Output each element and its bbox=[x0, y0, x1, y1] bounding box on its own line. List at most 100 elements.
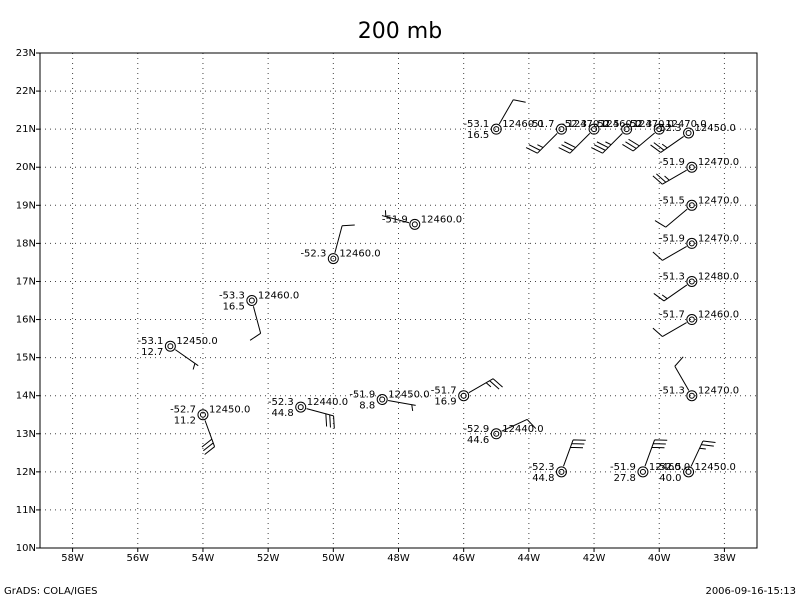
station: -51.927.8 12460.0 bbox=[610, 439, 690, 484]
temperature-label: -51.9 bbox=[382, 214, 408, 225]
station-marker-inner bbox=[688, 202, 695, 209]
wind-barb bbox=[563, 439, 586, 467]
wind-barb bbox=[653, 284, 688, 302]
y-tick-label: 23N bbox=[16, 48, 36, 59]
x-tick-label: 48W bbox=[387, 553, 410, 564]
station-marker bbox=[197, 409, 209, 421]
station-marker bbox=[490, 428, 502, 440]
temperature-label: -52.3 bbox=[300, 249, 326, 260]
station: -52.344.8 bbox=[529, 439, 586, 484]
wind-barb bbox=[690, 440, 716, 467]
station-marker-inner bbox=[248, 297, 255, 304]
station-marker bbox=[621, 123, 633, 135]
y-tick-label: 22N bbox=[16, 86, 36, 97]
station: -52.944.6 12440.0 bbox=[463, 418, 544, 446]
y-tick-label: 18N bbox=[16, 238, 36, 249]
station-marker bbox=[246, 295, 258, 306]
wind-barb bbox=[652, 169, 687, 185]
station-marker-inner bbox=[379, 396, 386, 403]
temperature-label: -51.7 bbox=[659, 310, 685, 321]
station-marker bbox=[637, 466, 649, 478]
station-marker bbox=[295, 401, 307, 413]
x-tick-label: 50W bbox=[322, 553, 345, 564]
temperature-label: -52.3 bbox=[626, 119, 652, 130]
height-label: 12470.0 bbox=[698, 195, 739, 206]
temperature-label: -53.1 bbox=[463, 119, 489, 130]
wind-barb bbox=[381, 210, 410, 224]
station: -51.9 12470.0 bbox=[652, 157, 739, 185]
station-marker-inner bbox=[685, 129, 692, 136]
station: -52.3 12460.0 bbox=[300, 224, 381, 265]
station-marker-inner bbox=[688, 316, 695, 323]
x-tick-label: 46W bbox=[452, 553, 475, 564]
station-marker bbox=[686, 390, 698, 402]
station-marker bbox=[409, 218, 421, 230]
dewpoint-label: 44.6 bbox=[467, 435, 489, 446]
station-marker-inner bbox=[685, 468, 692, 475]
dewpoint-label: 40.0 bbox=[659, 473, 681, 484]
station: -51.98.8 12450.0 bbox=[349, 390, 429, 412]
station-marker bbox=[458, 390, 470, 402]
station-marker bbox=[686, 314, 698, 326]
y-tick-label: 17N bbox=[16, 276, 36, 287]
temperature-label: -52.3 bbox=[529, 462, 555, 473]
y-tick-label: 11N bbox=[16, 505, 36, 516]
plot: 58W 56W 54W 52W 50W 48W 46W 44W 42W 40W 38W 10N 11N 1… bbox=[16, 48, 757, 564]
station: -52.3 12470.0 bbox=[622, 119, 707, 152]
y-tick-label: 12N bbox=[16, 467, 36, 478]
wind-barb bbox=[388, 400, 416, 412]
station-marker-inner bbox=[330, 255, 337, 262]
station-marker-inner bbox=[591, 126, 598, 133]
temperature-label: -52.3 bbox=[656, 123, 682, 134]
height-label: 12450.0 bbox=[695, 123, 736, 134]
station: -52.540.0 12450.0 bbox=[656, 440, 736, 484]
station: -52.711.2 12450.0 bbox=[170, 405, 250, 455]
station-marker bbox=[588, 123, 600, 135]
map-title: 200 mb bbox=[358, 19, 442, 44]
height-label: 12460.0 bbox=[649, 462, 690, 473]
wind-barb bbox=[525, 133, 558, 154]
temperature-label: -52.7 bbox=[170, 405, 196, 416]
station-marker bbox=[686, 237, 698, 249]
wind-barb bbox=[201, 420, 216, 455]
height-label: 12480.0 bbox=[698, 271, 739, 282]
wind-barb bbox=[501, 418, 537, 432]
dewpoint-label: 44.8 bbox=[271, 408, 293, 419]
wind-barb bbox=[622, 132, 655, 152]
wind-barb bbox=[174, 349, 199, 370]
wind-barb bbox=[249, 306, 262, 341]
height-label: 12450.0 bbox=[388, 390, 429, 401]
station-marker bbox=[555, 466, 567, 478]
temperature-label: -51.7 bbox=[431, 386, 457, 397]
temperature-label: -52.5 bbox=[594, 119, 620, 130]
station: -51.7 12470.0 bbox=[525, 119, 609, 154]
station-marker bbox=[686, 199, 698, 211]
station-marker-inner bbox=[493, 126, 500, 133]
station-marker-inner bbox=[558, 126, 565, 133]
station-marker bbox=[555, 123, 567, 135]
wind-barb bbox=[498, 99, 526, 125]
temperature-label: -53.1 bbox=[137, 336, 163, 347]
height-label: 12460.0 bbox=[600, 119, 641, 130]
height-label: 12470.0 bbox=[633, 119, 674, 130]
station: -51.9 12470.0 bbox=[652, 233, 739, 261]
station-marker-inner bbox=[297, 404, 304, 411]
x-tick-label: 52W bbox=[257, 553, 280, 564]
wind-barb bbox=[558, 133, 591, 154]
temperature-label: -51.9 bbox=[659, 233, 685, 244]
station-marker-inner bbox=[656, 126, 663, 133]
x-tick-label: 56W bbox=[126, 553, 149, 564]
station-marker-inner bbox=[688, 392, 695, 399]
temperature-label: -52.9 bbox=[463, 424, 489, 435]
station: -51.3 12470.0 bbox=[659, 356, 739, 402]
height-label: 12470.0 bbox=[567, 119, 608, 130]
wind-barb bbox=[650, 135, 684, 153]
x-tick-label: 38W bbox=[713, 553, 736, 564]
height-label: 12450.0 bbox=[209, 405, 250, 416]
wind-barb bbox=[468, 378, 503, 394]
station: -51.5 12470.0 bbox=[654, 195, 739, 228]
dewpoint-label: 16.5 bbox=[223, 302, 245, 313]
height-label: 12460.0 bbox=[421, 214, 462, 225]
wind-barb bbox=[652, 245, 687, 261]
y-tick-label: 15N bbox=[16, 353, 36, 364]
